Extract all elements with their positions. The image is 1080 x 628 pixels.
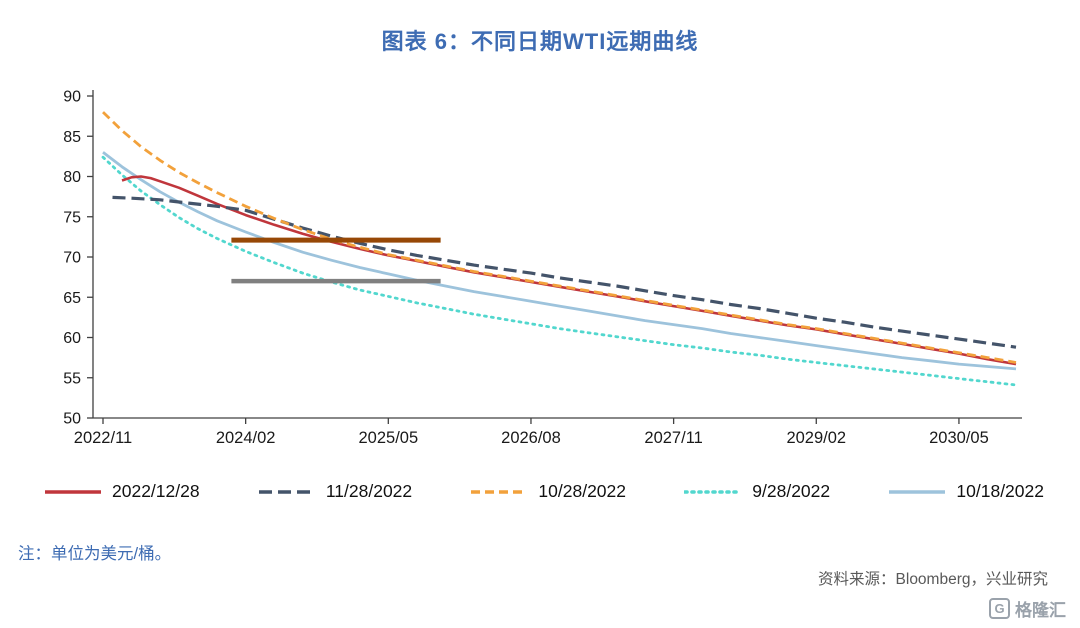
note-text: 注：单位为美元/桶。 (18, 545, 172, 563)
svg-text:2030/05: 2030/05 (929, 429, 989, 447)
legend-line-swatch (684, 489, 743, 494)
legend-item-11-28-2022: 11/28/2022 (258, 481, 412, 502)
legend-label: 11/28/2022 (325, 481, 413, 501)
svg-text:2026/08: 2026/08 (501, 429, 561, 447)
svg-text:65: 65 (63, 290, 81, 307)
svg-text:2024/02: 2024/02 (216, 429, 276, 447)
svg-text:50: 50 (63, 411, 81, 428)
gelonghui-logo-text: 格隆汇 (1015, 601, 1066, 620)
legend-line-swatch (258, 489, 315, 494)
series-line-2022-12-28 (121, 175, 1017, 366)
legend-line-swatch (45, 489, 101, 494)
legend-item-10-28-2022: 10/28/2022 (470, 481, 626, 502)
legend-label: 10/18/2022 (956, 481, 1044, 501)
gelonghui-logo: G 格隆汇 (989, 596, 1066, 621)
legend-line-swatch (471, 489, 528, 494)
svg-text:75: 75 (63, 209, 81, 226)
svg-text:60: 60 (63, 330, 81, 347)
legend-item-2022-12-28: 2022/12/28 (44, 481, 200, 502)
svg-text:70: 70 (63, 250, 81, 267)
page-title: 图表 6：不同日期WTI远期曲线 (381, 29, 699, 54)
legend-line-swatch (889, 489, 946, 494)
svg-text:85: 85 (63, 129, 81, 146)
series-line-9-28-2022 (101, 155, 1018, 387)
series-line-11-28-2022 (112, 195, 1017, 349)
series-line-10-28-2022 (102, 111, 1017, 364)
gelonghui-logo-icon: G (989, 598, 1010, 619)
chart-legend: 2022/12/28 11/28/2022 10/28/2022 9/28/2022 1… (44, 481, 1044, 502)
legend-label: 10/28/2022 (538, 481, 627, 501)
svg-text:2025/05: 2025/05 (358, 429, 418, 447)
source-text: 资料来源：Bloomberg，兴业研究 (818, 571, 1048, 588)
svg-text:55: 55 (63, 370, 81, 387)
svg-text:2022/11: 2022/11 (74, 429, 132, 447)
svg-text:2027/11: 2027/11 (644, 429, 702, 447)
legend-label: 9/28/2022 (752, 481, 831, 501)
svg-text:80: 80 (63, 169, 81, 186)
legend-label: 2022/12/28 (112, 481, 200, 501)
legend-item-10-18-2022: 10/18/2022 (888, 481, 1044, 502)
svg-text:2029/02: 2029/02 (786, 429, 846, 447)
series-line-10-18-2022 (102, 151, 1017, 371)
svg-text:90: 90 (63, 89, 81, 106)
chart-canvas: 50 55 60 65 70 75 80 85 90 2022/11 2024/02 2025/05 2… (63, 89, 1022, 447)
legend-item-9-28-2022: 9/28/2022 (684, 481, 830, 502)
